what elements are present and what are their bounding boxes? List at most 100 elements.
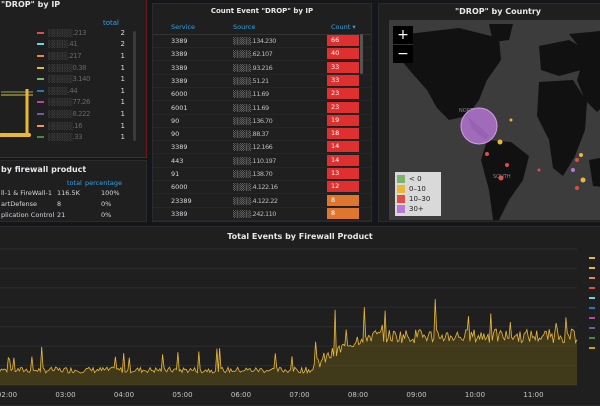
ip-legend-item[interactable]: ░░░░░77.26 1 (37, 97, 125, 109)
legend-label: 0–10 (409, 185, 426, 193)
count-cell: 8 (327, 207, 359, 219)
map-legend: < 0 0–10 10–30 30+ (395, 172, 441, 216)
x-tick-label: 07:00 (289, 391, 309, 399)
source-cell: ░░░░.4.122.16 (233, 183, 278, 192)
ip-legend-item[interactable]: ░░░░.41 2 (37, 39, 125, 51)
ip-address: ░░░░░.33 (48, 133, 83, 142)
table-row[interactable]: 90 ░░░░.136.70 19 (153, 114, 371, 128)
drop-by-country-panel: "DROP" by Country (378, 3, 600, 222)
x-tick-label: 08:00 (348, 391, 368, 399)
ip-legend-item[interactable]: ░░░░░0.38 1 (37, 62, 125, 74)
service-cell: 6001 (171, 103, 188, 112)
table-row[interactable]: 3389 ░░░░.12.166 14 (153, 141, 371, 155)
table-row[interactable]: 6000 ░░░░.11.69 23 (153, 88, 371, 102)
series-swatch (37, 66, 44, 69)
source-cell: ░░░░.134.230 (233, 37, 276, 45)
ip-legend-item[interactable]: ░░░░.44 1 (37, 85, 125, 97)
ip-legend-item[interactable]: ░░░░░.213 2 (37, 27, 125, 39)
percentage-header[interactable]: percentage (85, 179, 123, 187)
legend-swatch (397, 185, 405, 193)
total-header[interactable]: total (103, 19, 120, 27)
product-total: 8 (57, 200, 62, 208)
ip-legend-item[interactable]: ░░░░░3.140 1 (37, 73, 125, 85)
product-name: artDefense (1, 200, 38, 208)
series-swatch[interactable] (589, 257, 595, 259)
source-cell: ░░░░.11.69 (233, 103, 269, 112)
series-swatch (37, 101, 44, 104)
table-row: ll-1 & FireWall-1 116.5K 100% (0, 189, 143, 199)
ip-total: 1 (120, 98, 125, 107)
product-name: ll-1 & FireWall-1 (1, 189, 52, 197)
series-swatch[interactable] (589, 317, 595, 319)
table-row[interactable]: 6001 ░░░░.11.69 23 (153, 101, 371, 115)
table-row[interactable]: 3389 ░░░░.134.230 66 (153, 35, 371, 48)
product-percentage: 0% (101, 211, 112, 219)
source-cell: ░░░░.11.69 (233, 90, 269, 99)
series-swatch[interactable] (589, 347, 595, 349)
source-cell: ░░░░.110.197 (233, 156, 276, 165)
series-swatch[interactable] (589, 287, 595, 289)
ip-legend-item[interactable]: ░░░░░8.222 1 (37, 108, 125, 120)
panel-title: Total Events by Firewall Product (227, 232, 373, 241)
service-cell: 90 (171, 130, 180, 139)
table-row[interactable]: 6000 ░░░░.4.122.16 12 (153, 181, 371, 195)
series-swatch[interactable] (589, 327, 595, 329)
table-row[interactable]: 3389 ░░░░.93.216 33 (153, 61, 371, 75)
x-tick-label: 05:00 (172, 391, 192, 399)
service-cell: 90 (171, 116, 180, 125)
ip-total: 1 (120, 63, 125, 72)
table-row[interactable]: 443 ░░░░.110.197 14 (153, 154, 371, 168)
product-total: 116.5K (57, 189, 80, 197)
legend-entry: < 0 (397, 174, 439, 184)
source-cell: ░░░░.4.122.22 (233, 196, 278, 205)
table-row[interactable]: 90 ░░░░.88.37 18 (153, 128, 371, 142)
ip-total: 2 (120, 28, 125, 37)
count-cell: 66 (327, 35, 359, 46)
ip-total: 1 (120, 133, 125, 142)
series-swatch (37, 54, 44, 57)
series-swatch (37, 89, 44, 92)
firewall-product-panel: by firewall product total percentage ll-… (0, 160, 147, 222)
series-swatch[interactable] (589, 267, 595, 269)
series-swatch[interactable] (589, 277, 595, 279)
legend-swatch (397, 175, 405, 183)
source-cell: ░░░░.51.21 (233, 76, 269, 85)
ip-legend-item[interactable]: ░░░░░.33 1 (37, 131, 125, 143)
table-header: Service Source Count ▾ (153, 22, 371, 35)
table-row[interactable]: 91 ░░░░.138.70 13 (153, 168, 371, 181)
count-cell: 12 (327, 181, 359, 193)
series-swatch[interactable] (589, 297, 595, 299)
count-event-panel: Count Event "DROP" by IP Service Source … (152, 3, 372, 222)
source-cell: ░░░░.12.166 (233, 143, 273, 152)
zoom-out-button[interactable]: − (397, 46, 409, 62)
panel-title: "DROP" by Country (454, 7, 542, 16)
table-row[interactable]: 3389 ░░░░.51.21 33 (153, 74, 371, 88)
series-swatch[interactable] (589, 337, 595, 339)
series-swatch[interactable] (589, 307, 595, 309)
zoom-in-button[interactable]: + (393, 26, 413, 45)
source-header[interactable]: Source (233, 23, 256, 31)
count-scrollbar[interactable] (360, 34, 363, 74)
map-label-south: SOUTH (493, 174, 511, 180)
ip-scrollbar[interactable] (133, 31, 136, 141)
ip-total: 1 (120, 86, 125, 95)
count-cell: 14 (327, 141, 359, 153)
count-header[interactable]: Count ▾ (331, 23, 356, 31)
legend-entry: 0–10 (397, 184, 439, 194)
total-events-chart[interactable]: 02:00 03:00 04:00 05:00 06:00 07:00 08:00 09:00… (0, 227, 600, 406)
panel-title: "DROP" by IP (1, 0, 61, 9)
total-header[interactable]: total (67, 179, 82, 187)
zoom-controls: + − (393, 26, 413, 63)
service-cell: 3389 (171, 63, 188, 72)
map-shapes: NORTH SOUTH (397, 24, 600, 220)
series-swatch (37, 124, 44, 127)
table-row[interactable]: 3389 ░░░░.62.107 40 (153, 48, 371, 62)
ip-address: ░░░░.41 (48, 40, 78, 49)
service-header[interactable]: Service (171, 23, 196, 31)
legend-entry: 30+ (397, 204, 439, 214)
ip-legend-item[interactable]: ░░░░░.16 1 (37, 120, 125, 132)
table-row[interactable]: 3389 ░░░░.242.110 8 (153, 207, 371, 221)
ip-legend-item[interactable]: ░░░░.217 1 (37, 50, 125, 62)
table-row[interactable]: 23389 ░░░░.4.122.22 8 (153, 194, 371, 208)
ip-total: 1 (120, 121, 125, 130)
